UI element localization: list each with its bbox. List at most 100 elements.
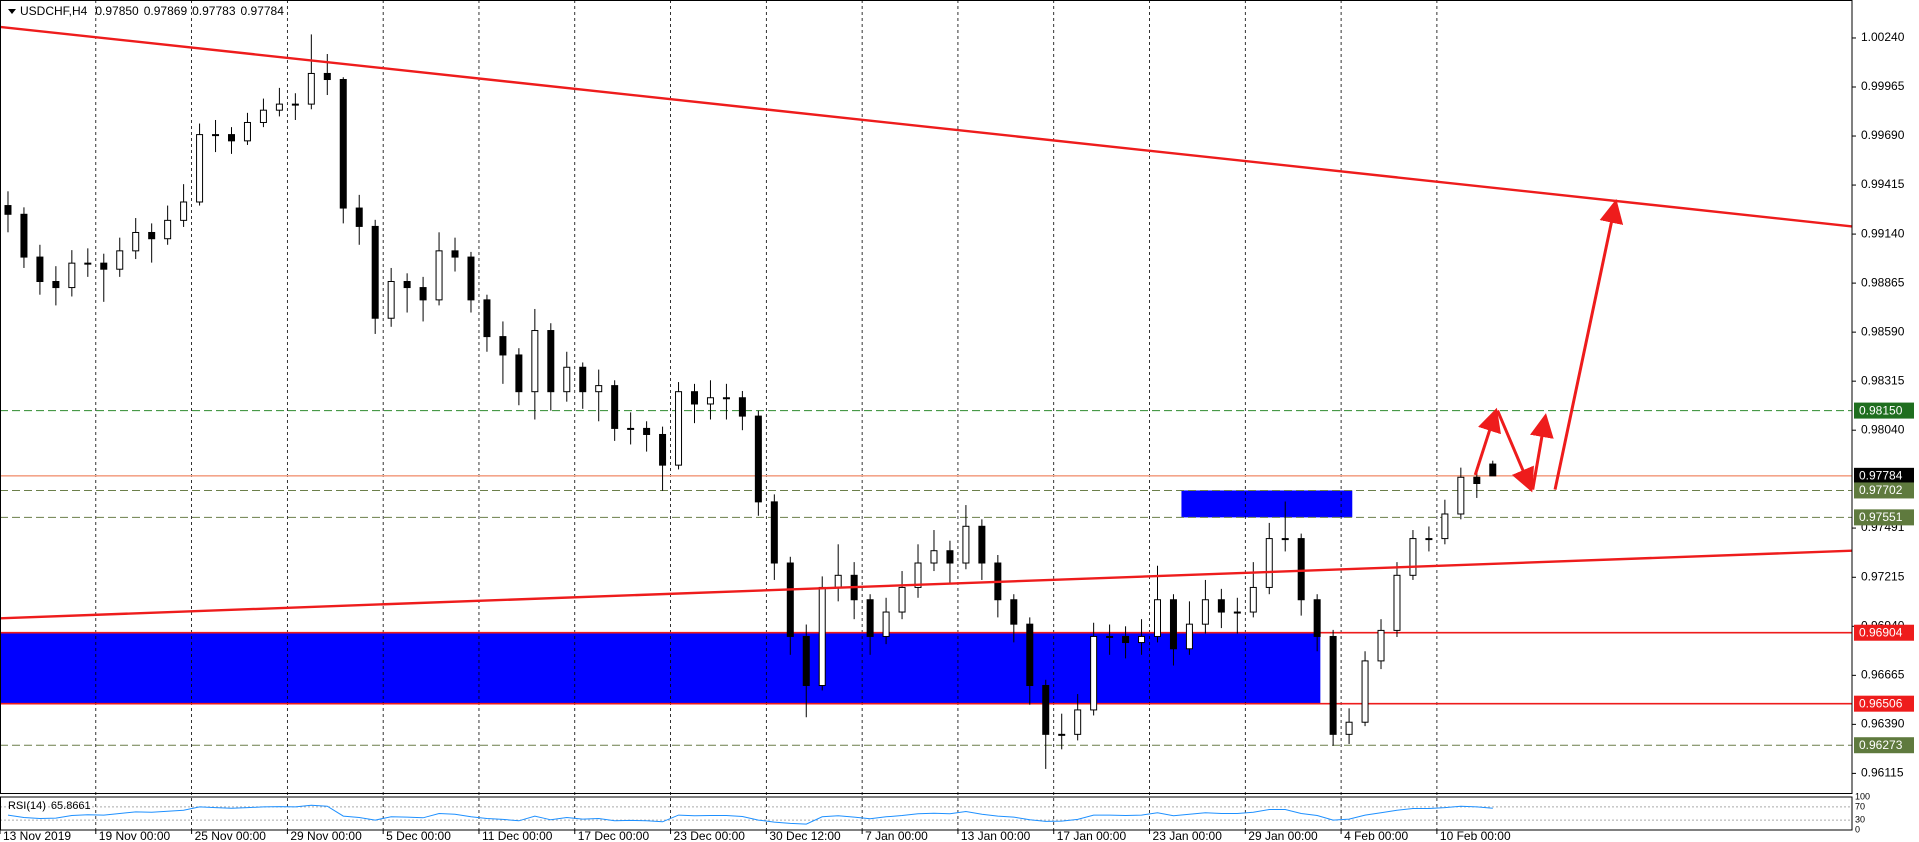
price-tag: [1854, 695, 1914, 712]
candle-body: [770, 501, 778, 564]
candle-body: [84, 262, 92, 265]
candle-body: [611, 385, 619, 429]
candle-body: [675, 391, 683, 466]
candle-body: [786, 562, 794, 637]
x-tick-label: 25 Nov 00:00: [195, 829, 267, 842]
candle-body: [100, 262, 108, 270]
price-tag-label: 0.96506: [1859, 696, 1903, 710]
price-tag: [1854, 737, 1914, 754]
x-tick-label: 23 Jan 00:00: [1153, 829, 1223, 842]
price-tag-label: 0.96904: [1859, 625, 1903, 639]
candle-body: [20, 213, 28, 258]
candle-body: [930, 550, 938, 564]
candle-body: [515, 354, 523, 393]
y-tick-label: 0.96390: [1861, 717, 1905, 731]
candle-body: [1042, 684, 1050, 735]
candle-body: [1265, 538, 1273, 588]
candle-body: [1489, 463, 1497, 477]
candle-body: [196, 134, 204, 203]
x-tick-label: 4 Feb 00:00: [1344, 829, 1408, 842]
x-tick-label: 7 Jan 00:00: [865, 829, 928, 842]
candle-body: [1217, 599, 1225, 613]
candle-body: [802, 635, 810, 686]
candle-body: [1138, 635, 1146, 644]
candle-body: [387, 281, 395, 319]
price-tag: [1854, 624, 1914, 641]
candle-body: [1106, 635, 1114, 638]
quote-low: 0.97783: [192, 4, 236, 18]
rsi-frame: [0, 796, 1853, 831]
candle-body: [866, 599, 874, 637]
candle-body: [1185, 623, 1193, 650]
rsi-value: 65.8661: [51, 800, 91, 812]
candle-body: [148, 231, 156, 240]
candle-body: [499, 336, 507, 356]
candle-body: [1441, 513, 1449, 540]
candle-body: [834, 574, 842, 588]
x-tick-label: 10 Feb 00:00: [1440, 829, 1511, 842]
candle-body: [962, 525, 970, 564]
rsi-header: RSI(14) 65.8661: [8, 800, 91, 812]
candle-body: [1313, 599, 1321, 637]
y-tick-label: 0.98590: [1861, 324, 1905, 338]
y-tick-label: 0.99690: [1861, 128, 1905, 142]
candle-body: [467, 256, 475, 301]
candle-body: [547, 330, 555, 393]
price-tag-label: 0.98150: [1859, 403, 1903, 417]
projection-arrow: [1496, 409, 1534, 493]
price-tag-label: 0.97702: [1859, 483, 1903, 497]
candle-body: [132, 231, 140, 252]
y-tick-label: 0.98315: [1861, 373, 1905, 387]
candle-body: [643, 427, 651, 435]
rsi-tick-label: 30: [1855, 814, 1865, 824]
zone: [1181, 490, 1353, 518]
candle-body: [419, 287, 427, 301]
plot-frame: [0, 0, 1853, 794]
y-tick-label: 0.98040: [1861, 422, 1905, 436]
price-tag: [1854, 482, 1914, 499]
candle-body: [691, 391, 698, 405]
projection-arrow: [1530, 413, 1554, 490]
price-tag: [1854, 509, 1914, 526]
quote-open: 0.97850: [95, 4, 139, 18]
candle-body: [1026, 623, 1034, 686]
candle-body: [1154, 599, 1161, 637]
candle-body: [978, 525, 986, 564]
chart-header: USDCHF,H4 0.97850 0.97869 0.97783 0.97784: [20, 4, 284, 18]
y-tick-label: 0.96665: [1861, 668, 1905, 682]
candle-body: [706, 397, 714, 405]
y-tick-label: 0.99140: [1861, 226, 1905, 240]
price-tag-label: 0.97551: [1859, 510, 1903, 524]
candle-body: [595, 385, 603, 393]
candle-body: [180, 201, 188, 221]
candle-body: [243, 121, 251, 142]
candle-body: [1090, 635, 1098, 711]
candle-body: [722, 397, 730, 400]
candle-body: [659, 433, 667, 466]
menu-triangle: [8, 9, 16, 14]
candle-body: [1361, 660, 1369, 723]
x-tick-label: 30 Dec 12:00: [769, 829, 841, 842]
candle-body: [531, 330, 539, 393]
candle-body: [68, 262, 76, 289]
candle-body: [1409, 538, 1417, 576]
candle-body: [275, 103, 283, 111]
candle-body: [627, 427, 635, 430]
candle-body: [451, 250, 459, 258]
zone: [0, 632, 1321, 704]
candle-body: [1329, 635, 1337, 735]
candle-body: [1425, 538, 1433, 541]
candle-body: [914, 562, 922, 588]
trendline: [0, 25, 1853, 228]
rsi-line: [7, 804, 1493, 825]
y-tick-label: 1.00240: [1861, 30, 1905, 44]
candle-body: [259, 109, 267, 123]
candle-body: [435, 250, 443, 301]
candle-body: [1393, 574, 1401, 631]
price-tag-label: 0.96273: [1859, 738, 1903, 752]
candle-body: [36, 256, 44, 283]
